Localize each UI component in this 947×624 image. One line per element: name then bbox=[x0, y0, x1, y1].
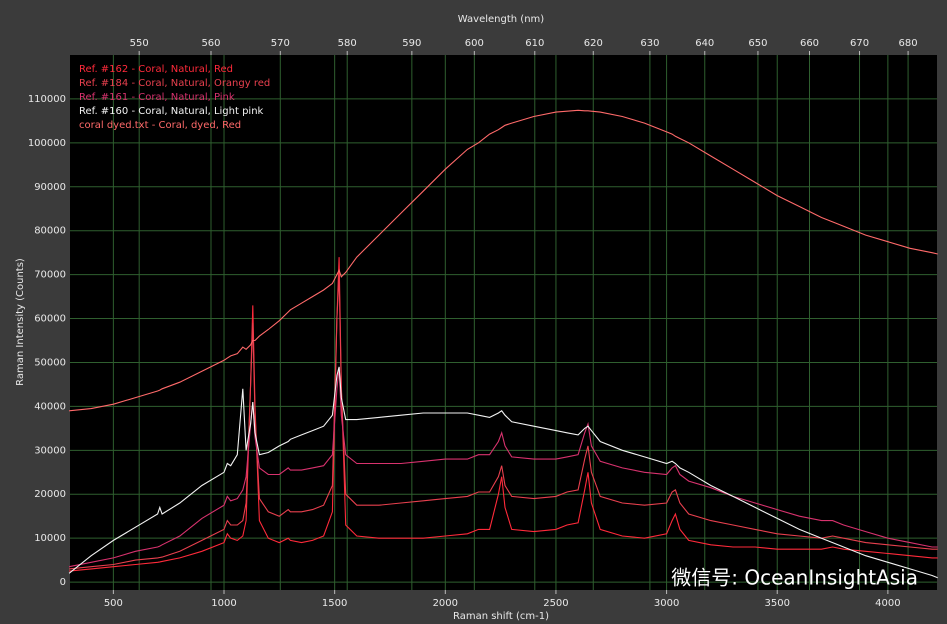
y-tick-label: 20000 bbox=[34, 489, 66, 500]
y-tick-label: 0 bbox=[60, 577, 66, 588]
series-line bbox=[69, 274, 938, 570]
series-line bbox=[69, 109, 938, 412]
x-tick-label: 1500 bbox=[322, 598, 347, 609]
x-tick-label: 2000 bbox=[433, 598, 458, 609]
y-axis-title: Raman Intensity (Counts) bbox=[15, 258, 26, 386]
x-tick-label: 500 bbox=[104, 598, 123, 609]
legend-entry: Ref. #160 - Coral, Natural, Light pink bbox=[79, 106, 264, 117]
x-axis-title: Raman shift (cm-1) bbox=[453, 611, 549, 622]
y-tick-label: 100000 bbox=[28, 138, 66, 149]
y-tick-label: 50000 bbox=[34, 357, 66, 368]
y-tick-label: 60000 bbox=[34, 314, 66, 325]
y-tick-label: 110000 bbox=[28, 94, 66, 105]
x2-tick-label: 630 bbox=[640, 38, 659, 49]
y-tick-label: 70000 bbox=[34, 270, 66, 281]
series-line bbox=[69, 257, 938, 572]
x2-tick-label: 620 bbox=[584, 38, 603, 49]
plot-layer: 0 10000 20000 30000 40000 50000 60000 70000 8000… bbox=[28, 38, 938, 609]
x-tick-label: 3500 bbox=[765, 598, 790, 609]
plot-area bbox=[70, 55, 937, 590]
watermark: 微信号: OceanInsightAsia bbox=[671, 566, 918, 590]
x2-tick-label: 600 bbox=[465, 38, 484, 49]
y-tick-label: 30000 bbox=[34, 445, 66, 456]
x2-tick-label: 670 bbox=[850, 38, 869, 49]
legend-entry: Ref. #162 - Coral, Natural, Red bbox=[79, 64, 233, 75]
y-tick-label: 10000 bbox=[34, 533, 66, 544]
x2-tick-label: 580 bbox=[338, 38, 357, 49]
series-line bbox=[68, 366, 938, 568]
x-tick-label: 3000 bbox=[654, 598, 679, 609]
legend-entry: Ref. #161 - Coral, Natural, Pink bbox=[79, 92, 235, 103]
x2-tick-label: 550 bbox=[130, 38, 149, 49]
y-tick-label: 90000 bbox=[34, 182, 66, 193]
x2-tick-label: 640 bbox=[695, 38, 714, 49]
x-tick-label: 2500 bbox=[543, 598, 568, 609]
x2-tick-label: 680 bbox=[899, 38, 918, 49]
legend-entry: Ref. #184 - Coral, Natural, Orangy red bbox=[79, 78, 270, 89]
legend-entry: coral dyed.txt - Coral, dyed, Red bbox=[79, 120, 241, 131]
x-tick-label: 4000 bbox=[875, 598, 900, 609]
top-axis-title: Wavelength (nm) bbox=[458, 14, 544, 25]
x2-tick-label: 610 bbox=[525, 38, 544, 49]
x2-tick-label: 590 bbox=[402, 38, 421, 49]
y-tick-label: 40000 bbox=[34, 401, 66, 412]
series-line bbox=[68, 366, 938, 579]
x2-tick-label: 650 bbox=[748, 38, 767, 49]
y-tick-label: 80000 bbox=[34, 226, 66, 237]
x2-tick-label: 660 bbox=[800, 38, 819, 49]
x2-tick-label: 570 bbox=[271, 38, 290, 49]
x-tick-label: 1000 bbox=[211, 598, 236, 609]
x2-tick-label: 560 bbox=[201, 38, 220, 49]
